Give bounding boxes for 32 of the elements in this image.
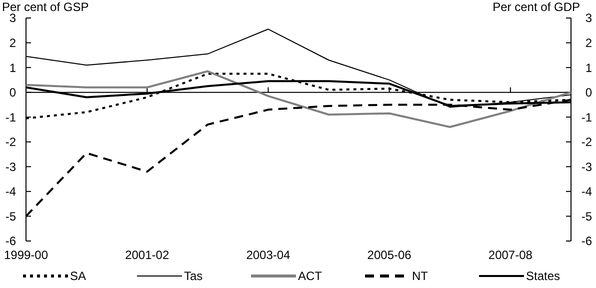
legend-label: NT: [412, 269, 429, 283]
y-tick-label: 1: [9, 60, 16, 75]
y2-tick-label: -3: [581, 160, 592, 174]
y2-tick-label: 1: [585, 60, 592, 75]
legend-label: Tas: [184, 269, 203, 283]
y2-tick-label: -1: [581, 110, 592, 124]
y2-tick-label: 2: [585, 36, 592, 50]
y2-axis-title: Per cent of GDP: [492, 0, 580, 14]
y-tick-label: -3: [5, 160, 16, 174]
legend-label: ACT: [298, 269, 323, 283]
y2-tick-label: -5: [581, 209, 592, 224]
y-tick-label: -1: [5, 110, 16, 124]
x-tick-label: 2007-08: [488, 248, 533, 262]
y2-tick-label: -2: [581, 135, 592, 150]
y2-tick-label: -4: [581, 184, 592, 199]
y2-tick-label: 3: [585, 11, 592, 26]
y-tick-label: 3: [9, 11, 16, 26]
y-tick-label: 2: [9, 36, 16, 50]
y-axis-title: Per cent of GSP: [2, 0, 89, 14]
y-tick-label: -2: [5, 135, 16, 150]
y2-tick-label: -6: [581, 234, 592, 248]
y-tick-label: -4: [5, 184, 16, 199]
x-tick-label: 2003-04: [246, 248, 291, 262]
x-tick-label: 2005-06: [367, 248, 412, 262]
legend-label: States: [526, 269, 560, 283]
y-tick-label: -5: [5, 209, 16, 224]
x-tick-label: 1999-00: [4, 248, 48, 262]
y2-tick-label: 0: [585, 86, 592, 100]
y-tick-label: -6: [5, 234, 16, 248]
legend-label: SA: [70, 269, 86, 283]
y-tick-label: 0: [9, 86, 16, 100]
x-tick-label: 2001-02: [125, 248, 170, 262]
